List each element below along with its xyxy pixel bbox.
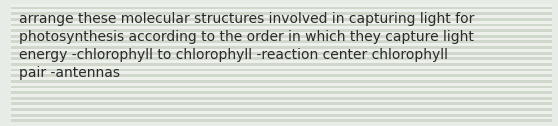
Bar — [11, 63, 552, 66]
Bar — [11, 7, 552, 9]
Bar — [11, 12, 552, 15]
Bar — [11, 15, 552, 18]
Bar — [11, 55, 552, 57]
Bar — [11, 100, 552, 102]
Bar — [11, 71, 552, 74]
Bar — [11, 97, 552, 100]
Bar — [11, 4, 552, 7]
Bar — [11, 105, 552, 108]
Bar — [11, 111, 552, 114]
Bar — [11, 40, 552, 43]
Bar — [11, 18, 552, 21]
Bar — [11, 69, 552, 71]
Bar — [11, 49, 552, 52]
Bar — [11, 119, 552, 122]
Bar — [11, 21, 552, 24]
Bar — [11, 102, 552, 105]
Bar — [11, 32, 552, 35]
Bar — [11, 43, 552, 46]
Bar — [11, 91, 552, 94]
Bar — [11, 29, 552, 32]
Bar — [11, 26, 552, 29]
Bar — [11, 80, 552, 83]
Bar — [11, 24, 552, 26]
Bar — [11, 86, 552, 88]
Bar — [11, 114, 552, 117]
Bar — [11, 9, 552, 12]
Bar — [11, 46, 552, 49]
Bar — [11, 88, 552, 91]
Bar — [11, 57, 552, 60]
Bar — [11, 77, 552, 80]
Text: arrange these molecular structures involved in capturing light for
photosynthesi: arrange these molecular structures invol… — [19, 12, 474, 80]
Bar — [11, 35, 552, 38]
Bar — [11, 117, 552, 119]
Bar — [11, 38, 552, 40]
Bar — [11, 108, 552, 111]
Bar — [11, 94, 552, 97]
Bar — [11, 83, 552, 86]
Bar — [11, 66, 552, 69]
Bar — [11, 52, 552, 55]
Bar — [11, 74, 552, 77]
Bar — [11, 60, 552, 63]
